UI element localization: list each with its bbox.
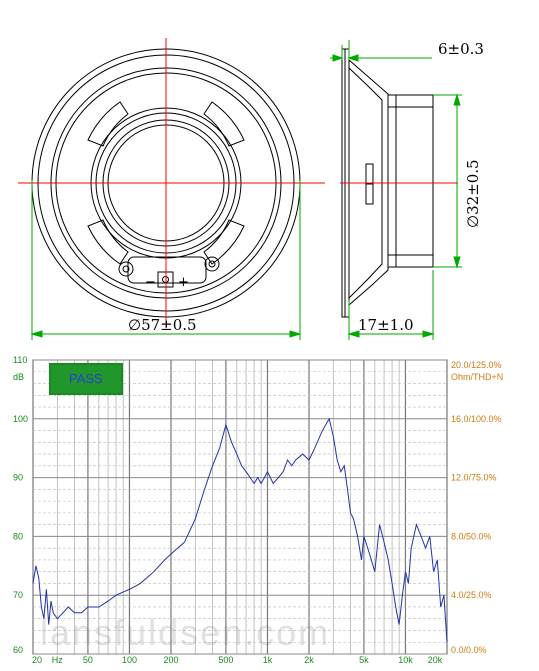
response-curve [32,417,448,643]
side-basket-top-inner [348,67,383,299]
x-tick-label: 5k [359,655,369,665]
right-tick-label: 8.0/50.0% [451,531,492,541]
side-magnet [387,94,434,268]
chart-right-axis: 20.0/125.0% 16.0/100.0% 12.0/75.0% 8.0/50.0… [451,360,502,655]
x-tick-label: 100 [122,655,137,665]
x-tick-label: 20k [428,655,443,665]
frame-window-left [87,101,129,147]
right-tick-label: 16.0/100.0% [451,414,502,424]
terminal-right-hole-inner [208,260,216,268]
terminal-right-hole [204,256,220,272]
right-axis-unit: Ohm/THD+N [451,372,503,382]
terminal-left-hole [118,261,134,277]
x-tick-label: Hz [52,655,63,665]
frame-window-right [203,101,245,147]
pass-badge-label: PASS [69,371,103,386]
side-top-plate [387,106,434,256]
frequency-response-chart: 110 100 90 80 70 60 20.0/125.0% 16.0/100.0% 12.… [13,355,503,665]
y-tick-label: 70 [13,590,23,600]
y-tick-label: 80 [13,531,23,541]
terminal-minus-label: − [145,275,156,290]
right-tick-label: 4.0/25.0% [451,590,492,600]
x-tick-label: 50 [83,655,93,665]
watermark: lansfuldsen.com [40,612,330,653]
y-tick-label: 90 [13,473,23,483]
left-axis-unit: dB [13,372,24,382]
front-center-lines [18,38,325,328]
x-tick-label: 200 [163,655,178,665]
speaker-drawing: − + ∅57±0.5 [18,38,484,340]
front-width-dimension [30,180,302,340]
chart-series [32,417,448,643]
magnet-diameter-label: ∅32±0.5 [464,159,482,228]
x-tick-label: 1k [263,655,273,665]
depth-label: 17±1.0 [358,316,414,334]
x-tick-label: 500 [218,655,233,665]
chart-x-axis: 20 Hz 50 100 200 500 1k 2k 5k 10k 20k [32,655,443,665]
y-tick-label: 60 [13,645,23,655]
x-tick-label: 2k [304,655,314,665]
x-tick-label: 10k [398,655,413,665]
outer-diameter-label: ∅57±0.5 [128,316,197,334]
y-tick-label: 110 [13,355,27,365]
terminal-left-hole-inner [122,265,130,273]
pass-badge-inner [51,365,121,393]
terminal-block [127,256,207,284]
y-tick-label: 100 [13,414,28,424]
chart-grid [32,359,448,655]
flange-thickness-label: 6±0.3 [438,40,484,58]
x-tick-label: 20 [32,655,42,665]
side-dimensions [330,40,462,340]
right-tick-label: 0.0/0.0% [451,645,487,655]
chart-y-axis: 110 100 90 80 70 60 [13,355,28,655]
right-tick-label: 12.0/75.0% [451,473,497,483]
right-tick-label: 20.0/125.0% [451,360,502,370]
terminal-plus-label: + [178,275,189,290]
chart-plot-area [32,359,448,655]
frame-window-left-lower [87,219,129,265]
